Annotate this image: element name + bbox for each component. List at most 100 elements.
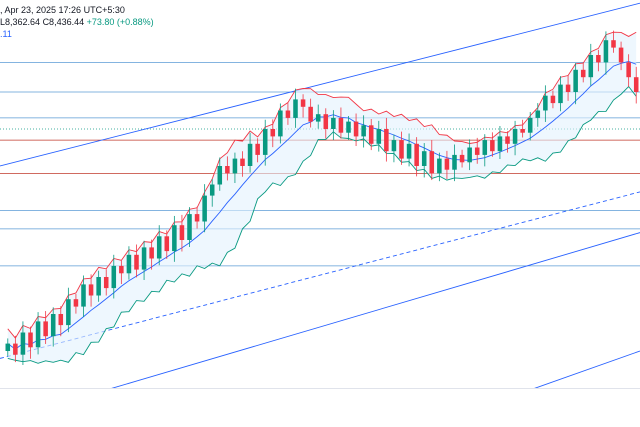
candle-body [573, 69, 578, 92]
candle-body [437, 158, 442, 174]
candle-body [194, 214, 200, 222]
candle-body [209, 184, 215, 196]
candle-body [520, 129, 525, 133]
header-row-1: , Apr 23, 2025 17:26 UTC+5:30 [0, 4, 154, 16]
candle-body [565, 84, 571, 92]
candle-body [35, 321, 41, 348]
candle-body [346, 121, 351, 133]
candle-body [66, 299, 71, 326]
candle-body [5, 343, 11, 351]
candle-body [164, 236, 170, 252]
channel-line-0 [0, 2, 640, 167]
candle-body [338, 117, 344, 133]
candle-body [28, 332, 33, 348]
chart-header: , Apr 23, 2025 17:26 UTC+5:30 L8,362.64 … [0, 4, 154, 40]
channel-line-1 [0, 191, 640, 359]
candle-body [603, 40, 609, 63]
candle-body [580, 69, 586, 78]
candle-body [20, 332, 26, 355]
bollinger-upper [7, 31, 637, 339]
candle-body [633, 77, 639, 92]
candle-body [247, 143, 253, 166]
candle-body [119, 265, 124, 274]
candle-body [618, 47, 624, 63]
candle-body [588, 55, 594, 78]
candle-body [353, 121, 359, 137]
candle-body [225, 166, 230, 174]
candle-body [444, 158, 450, 170]
channel-line-2 [111, 232, 640, 388]
candle-body [535, 110, 541, 118]
candle-body [96, 277, 101, 296]
candle-body [81, 284, 86, 307]
candle-body [300, 99, 306, 107]
candle-body [482, 140, 488, 155]
candle-body [73, 299, 79, 307]
candle-body [331, 117, 336, 129]
candle-body [278, 110, 283, 137]
candle-body [179, 225, 185, 240]
candle-body [459, 154, 465, 163]
candle-body [255, 143, 260, 155]
candle-body [88, 284, 94, 296]
candle-body [156, 236, 162, 259]
candle-body [308, 106, 313, 122]
candle-body [293, 99, 298, 118]
candle-body [406, 143, 412, 159]
bollinger-basis [7, 61, 637, 350]
bollinger-lower [7, 85, 637, 364]
header-close: C8,436.44 [42, 17, 85, 27]
header-change: +73.80 (+0.88%) [86, 17, 154, 27]
bollinger-fill [7, 32, 637, 364]
candle-body [111, 265, 117, 289]
candle-body [497, 136, 503, 152]
candle-body [43, 321, 48, 337]
candle-body [262, 129, 268, 155]
candle-body [240, 158, 245, 166]
candle-body [361, 125, 366, 137]
candle-body [611, 40, 616, 48]
candle-body [126, 254, 132, 274]
candle-body [512, 129, 518, 144]
candle-body [315, 114, 321, 122]
candle-body [323, 114, 329, 129]
candle-body [232, 158, 238, 174]
candle-body [505, 136, 510, 144]
channel-line-3 [534, 350, 640, 388]
candle-body [103, 277, 109, 289]
candle-body [543, 95, 548, 111]
candle-body [467, 147, 472, 163]
candle-body [490, 140, 495, 152]
candle-body [429, 151, 435, 174]
header-row-2: L8,362.64 C8,436.44 +73.80 (+0.88%) [0, 16, 154, 28]
candle-body [391, 140, 397, 152]
header-low: L8,362.64 [0, 17, 41, 27]
header-row-3: .11 [0, 28, 154, 40]
candle-body [550, 95, 556, 104]
candle-body [285, 110, 291, 118]
candle-body [368, 125, 374, 144]
candle-body [384, 129, 389, 152]
candle-body [50, 314, 56, 337]
candle-body [134, 254, 139, 270]
candle-body [202, 195, 207, 222]
candle-body [58, 314, 64, 326]
candle-body [626, 62, 631, 78]
candle-body [141, 247, 147, 270]
candle-body [452, 154, 457, 170]
candle-body [187, 214, 192, 240]
candle-body [376, 129, 382, 144]
candle-body [172, 225, 177, 252]
candle-body [399, 140, 404, 159]
candle-body [414, 143, 419, 166]
header-title-fragment: , Apr 23, 2025 17:26 UTC+5:30 [0, 5, 125, 15]
candle-body [558, 84, 563, 104]
indicator-value: .11 [0, 29, 12, 39]
candle-body [13, 343, 18, 355]
time-axis[interactable] [0, 388, 640, 427]
candle-body [217, 166, 223, 185]
candle-body [527, 117, 533, 133]
candle-body [421, 151, 427, 166]
